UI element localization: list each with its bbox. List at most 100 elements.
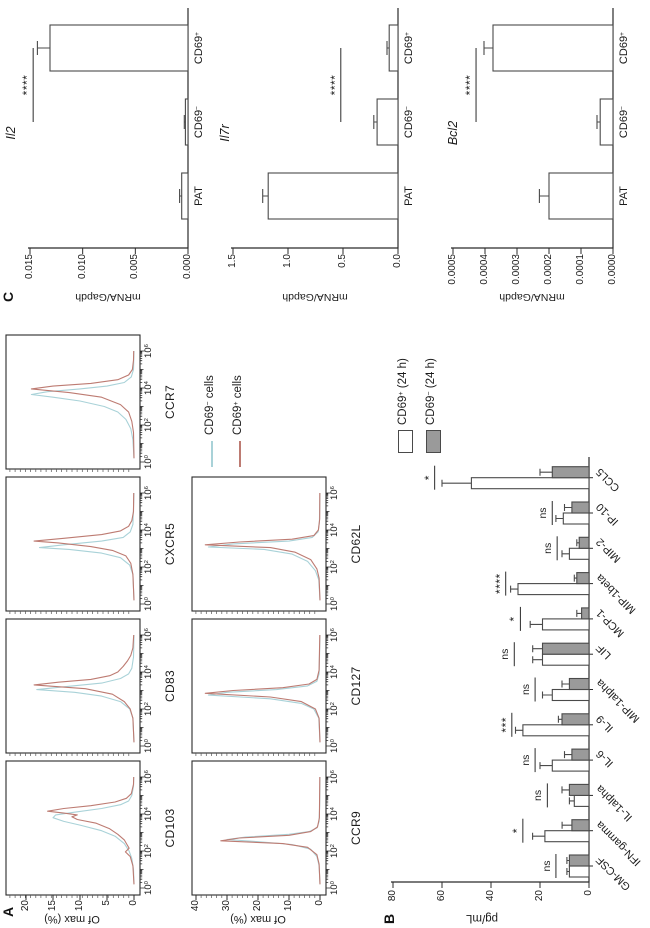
category-label-Il2-CD69: CD69−	[193, 105, 205, 139]
histogram-box-CXCR5	[5, 476, 141, 612]
legend-label: CD69− cells	[203, 375, 216, 435]
bar-GM-CSF-CD69- (24 h)	[568, 854, 590, 867]
bar-CCL5-CD69+ (24 h)	[470, 477, 590, 490]
y-tick-label-Il7r-1.5: 1.5	[227, 254, 238, 268]
chart-title-Il7r: Il7r	[218, 124, 232, 142]
chart-title-Bcl2: Bcl2	[446, 120, 460, 146]
bar-IL-9-CD69- (24 h)	[561, 713, 590, 726]
histogram-box-CD103	[5, 760, 141, 896]
histogram-curve-cd69neg-CCR7	[30, 350, 135, 459]
error-bar-IP-10-CD69+ (24 h)	[555, 515, 564, 522]
error-bar-CCL5-CD69+ (24 h)	[441, 479, 472, 487]
x-log-ticks	[326, 776, 331, 889]
error-bar-IL-1alpha-CD69+ (24 h)	[568, 797, 575, 805]
legend-line-cd69pos	[239, 441, 241, 467]
bar-MCP-1-CD69- (24 h)	[581, 607, 590, 620]
y-axis-title-mrna-gapdh-Il2: mRNA/Gapdh	[75, 291, 141, 303]
histogram-curve-cd69pos-CD62L	[204, 492, 321, 601]
category-label-Il7r-CD69: CD69+	[403, 31, 415, 65]
legend-swatch-cd69pos	[398, 430, 413, 453]
error-bar-MIP-1alpha-CD69+ (24 h)	[541, 691, 553, 699]
y-minor-ticks	[9, 469, 130, 472]
error-bar-MIP-1alpha-CD69- (24 h)	[561, 680, 570, 688]
error-bar-IL-9-CD69+ (24 h)	[514, 726, 523, 734]
bar-Bcl2-PAT	[548, 172, 614, 220]
legend-item-cd69pos-24h: CD69+ (24 h)	[395, 313, 423, 453]
histogram-curve-cd69neg-CXCR5	[38, 492, 135, 601]
bar-MIP-1alpha-CD69- (24 h)	[568, 677, 590, 691]
bar-Il7r-CD69+	[388, 24, 399, 72]
significance-label-Il2: ****	[20, 74, 35, 96]
legend-label: CD69− (24 h)	[424, 358, 437, 425]
histogram-box-CD62L	[191, 476, 327, 612]
error-bar-Il7r-PAT	[262, 189, 269, 203]
y-minor-ticks	[195, 753, 316, 756]
legend-item-cd69pos-cells: CD69+ cells	[228, 319, 256, 469]
histogram-box-CCR7	[5, 334, 141, 470]
legend-item-cd69neg-cells: CD69− cells	[200, 319, 228, 469]
bar-IP-10-CD69- (24 h)	[571, 501, 590, 514]
histogram-curve-cd69neg-CD83	[36, 634, 135, 743]
bar-IL-6-CD69+ (24 h)	[551, 759, 590, 772]
bar-IL-1alpha-CD69- (24 h)	[568, 783, 590, 796]
bar-Il2-CD69+	[49, 24, 189, 72]
error-bar-IFN-gamma-CD69- (24 h)	[561, 821, 572, 829]
histogram-box-CD127	[191, 618, 327, 754]
error-bar-IFN-gamma-CD69+ (24 h)	[532, 832, 545, 840]
bar-Il7r-CD69−	[376, 98, 399, 146]
error-bar-MIP-1beta-CD69+ (24 h)	[510, 585, 518, 593]
bar-Il7r-PAT	[267, 172, 399, 220]
y-axis-title-mrna-gapdh-Il7r: mRNA/Gapdh	[281, 291, 348, 303]
y-tick-label-Il7r-0.0: 0.0	[392, 254, 403, 268]
legend-label: CD69+ (24 h)	[396, 358, 409, 425]
histogram-curve-cd69pos-CD83	[33, 634, 135, 743]
y-minor-ticks	[195, 611, 316, 614]
histogram-box-CCR9	[191, 760, 327, 896]
histogram-curve-cd69pos-CD103	[47, 776, 135, 885]
error-bar-Bcl2-CD69	[483, 41, 493, 55]
y-major-ticks	[195, 895, 321, 900]
error-bar-IL-6-CD69- (24 h)	[563, 751, 572, 759]
category-label-Il7r-CD69: CD69−	[403, 105, 415, 139]
y-minor-ticks	[9, 611, 130, 614]
error-bar-MCP-1-CD69+ (24 h)	[529, 620, 543, 628]
error-bar-IL-9-CD69- (24 h)	[557, 715, 562, 723]
legend-line-cd69neg	[211, 441, 213, 467]
bar-IFN-gamma-CD69- (24 h)	[571, 819, 590, 832]
error-bar-CCL5-CD69- (24 h)	[539, 468, 553, 476]
error-bar-Il2-CD69	[36, 41, 50, 55]
x-log-ticks	[326, 634, 331, 747]
legend-label: CD69+ cells	[231, 375, 244, 435]
y-tick-label-Bcl2-0.0005: 0.0005	[447, 254, 458, 285]
y-minor-ticks	[9, 895, 130, 898]
histogram-curve-cd69pos-CCR9	[220, 776, 321, 885]
error-bar-Bcl2-PAT	[538, 189, 549, 203]
y-major-ticks	[25, 895, 135, 900]
bar-MIP-1beta-CD69+ (24 h)	[517, 583, 590, 596]
error-bar-IL-6-CD69+ (24 h)	[539, 762, 553, 770]
category-label-Bcl2-PAT: PAT	[618, 186, 630, 206]
bar-IL-6-CD69- (24 h)	[571, 748, 590, 761]
legend-swatch-cd69neg	[426, 430, 441, 453]
bar-CCL5-CD69- (24 h)	[551, 466, 590, 479]
bar-IL-9-CD69+ (24 h)	[522, 724, 590, 737]
bar-LIF-CD69- (24 h)	[541, 642, 590, 655]
x-log-ticks	[326, 492, 331, 605]
category-label-Il2-CD69: CD69+	[193, 31, 205, 65]
significance-label-Il7r: ****	[327, 74, 342, 96]
bar-Bcl2-CD69+	[492, 24, 614, 72]
error-bar-MCP-1-CD69- (24 h)	[576, 609, 582, 617]
histogram-curve-cd69pos-CXCR5	[33, 492, 135, 601]
category-label-Il2-PAT: PAT	[193, 186, 205, 206]
bar-IFN-gamma-CD69+ (24 h)	[544, 830, 590, 843]
y-tick-label-Il2-0.000: 0.000	[182, 254, 193, 280]
bar-MIP-2-CD69- (24 h)	[578, 536, 590, 549]
